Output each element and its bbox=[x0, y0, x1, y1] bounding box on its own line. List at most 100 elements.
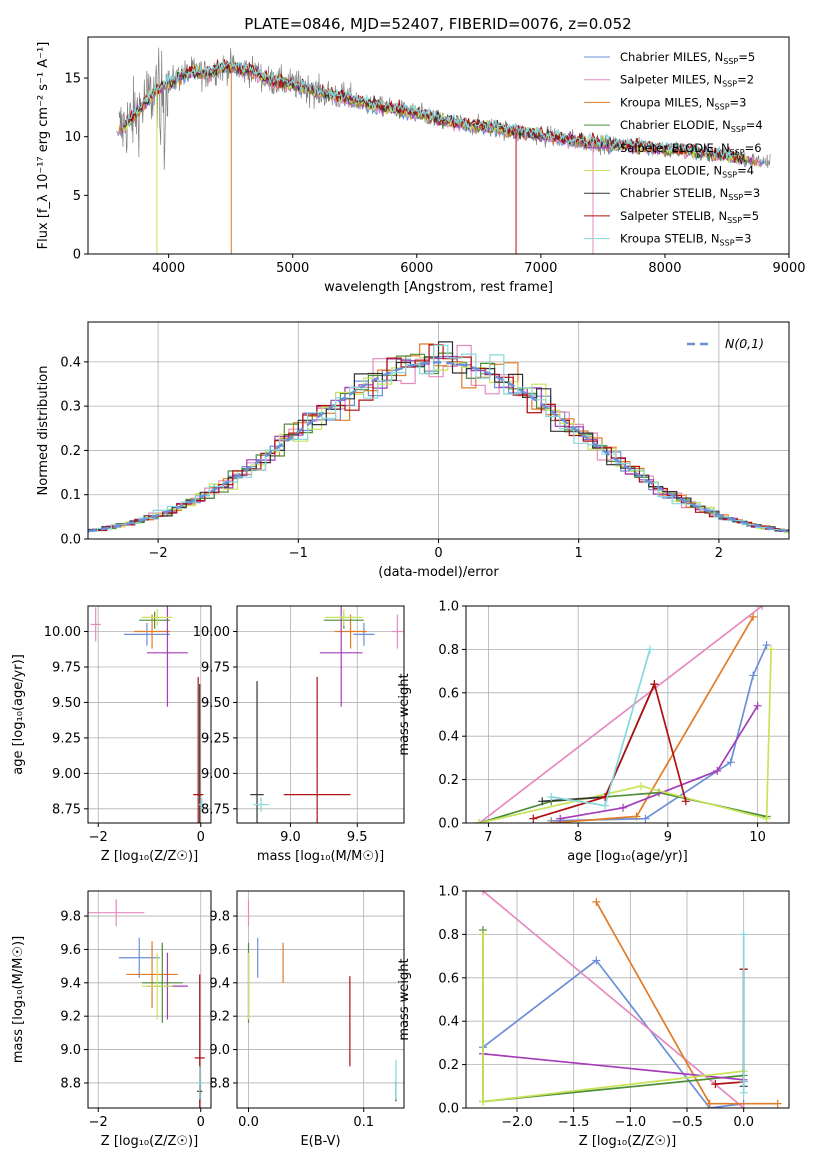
x-axis-label: (data-model)/error bbox=[378, 565, 499, 580]
y-tick-label: 0.3 bbox=[60, 400, 81, 415]
y-tick-label: 9.8 bbox=[209, 910, 230, 925]
weight-marker bbox=[636, 782, 645, 791]
legend-subscript: SSP bbox=[727, 216, 742, 225]
legend-label: N(0,1) bbox=[725, 336, 764, 351]
plot-area bbox=[475, 606, 776, 823]
legend-suffix: =5 bbox=[738, 50, 755, 64]
x-tick-label: −2.0 bbox=[501, 1115, 533, 1130]
x-axis-label: E(B-V) bbox=[300, 1134, 340, 1149]
y-tick-label: 10 bbox=[64, 130, 81, 145]
y-axis-label: Flux [f_λ 10⁻¹⁷ erg cm⁻² s⁻¹ A⁻¹] bbox=[36, 42, 51, 250]
weight-line bbox=[482, 891, 745, 1108]
weight-marker bbox=[529, 814, 538, 823]
chart-mass_vs_Z: −2 0 8.8 9.0 9.2 9.4 9.6 9.8 Z [log₁₀(Z/Z☉)] mass… bbox=[11, 890, 212, 1149]
y-tick-label: 8.8 bbox=[209, 1076, 230, 1091]
legend-suffix: =3 bbox=[743, 186, 760, 200]
weight-line bbox=[533, 681, 687, 820]
legend-suffix: =3 bbox=[730, 95, 747, 109]
chart-age_vs_Z: −2 0 8.75 9.00 9.25 9.50 9.75 10.00 Z [log₁₀(Z/Z… bbox=[11, 605, 212, 864]
weight-marker bbox=[739, 1104, 748, 1108]
chart-weight_vs_age: 7 8 9 10 0.0 0.2 0.4 0.6 0.8 1.0 age [log₁₀(age/yr… bbox=[397, 600, 790, 864]
x-tick-label: 0.1 bbox=[353, 1115, 374, 1130]
x-tick-label: 9.0 bbox=[280, 830, 301, 845]
legend-label: Chabrier STELIB, NSSP=3 bbox=[620, 186, 760, 202]
y-tick-label: 9.50 bbox=[52, 696, 81, 711]
x-tick-label: 7000 bbox=[524, 261, 557, 276]
weight-marker bbox=[739, 930, 748, 939]
weight-line bbox=[482, 959, 744, 1108]
y-tick-label: 5 bbox=[73, 189, 81, 204]
y-tick-label: 0.0 bbox=[438, 817, 459, 832]
y-axis-label: mass [log₁₀(M/M☉)] bbox=[11, 936, 26, 1063]
weight-marker bbox=[762, 814, 771, 823]
y-tick-label: 10.00 bbox=[193, 625, 230, 640]
x-tick-label: 4000 bbox=[152, 261, 185, 276]
x-tick-label: 0 bbox=[197, 830, 205, 845]
y-tick-label: 0.2 bbox=[438, 773, 459, 788]
y-tick-label: 9.00 bbox=[52, 767, 81, 782]
weight-line bbox=[551, 616, 754, 823]
y-tick-label: 0.4 bbox=[438, 730, 459, 745]
weight-marker bbox=[753, 701, 762, 710]
x-tick-label: 0.0 bbox=[238, 1115, 259, 1130]
y-tick-label: 9.00 bbox=[201, 767, 230, 782]
y-tick-label: 9.50 bbox=[201, 696, 230, 711]
x-tick-label: 2 bbox=[715, 546, 723, 561]
chart-mass_vs_ebv: 0.0 0.1 8.8 9.0 9.2 9.4 9.6 9.8 E(B-V) bbox=[209, 890, 405, 1149]
x-tick-label: −2 bbox=[89, 1115, 108, 1130]
y-tick-label: 9.0 bbox=[60, 1043, 81, 1058]
y-tick-label: 8.75 bbox=[52, 802, 81, 817]
x-tick-label: 5000 bbox=[276, 261, 309, 276]
weight-marker bbox=[650, 680, 659, 689]
x-tick-label: 7 bbox=[484, 830, 492, 845]
x-tick-label: 6000 bbox=[400, 261, 433, 276]
plot-area bbox=[247, 899, 397, 1102]
x-tick-label: 10 bbox=[749, 830, 766, 845]
x-tick-label: −1 bbox=[289, 546, 308, 561]
weight-marker bbox=[758, 606, 767, 610]
x-tick-label: 0 bbox=[197, 1115, 205, 1130]
x-tick-label: 8 bbox=[574, 830, 582, 845]
axes-frame bbox=[465, 605, 790, 824]
weight-marker bbox=[739, 1088, 748, 1097]
legend-subscript: SSP bbox=[722, 80, 737, 89]
x-tick-label: 9000 bbox=[772, 261, 805, 276]
y-tick-label: 9.2 bbox=[60, 1010, 81, 1025]
x-axis-label: age [log₁₀(age/yr)] bbox=[567, 849, 688, 864]
x-tick-label: 0.0 bbox=[733, 1115, 754, 1130]
residual-histogram bbox=[88, 344, 789, 533]
y-tick-label: 15 bbox=[64, 72, 81, 87]
y-tick-label: 9.2 bbox=[209, 1010, 230, 1025]
plot-area bbox=[90, 606, 205, 823]
weight-marker bbox=[632, 812, 641, 821]
y-tick-label: 8.8 bbox=[60, 1076, 81, 1091]
y-tick-label: 9.6 bbox=[60, 943, 81, 958]
y-tick-label: 1.0 bbox=[438, 600, 459, 615]
weight-marker bbox=[479, 1097, 487, 1106]
legend-subscript: SSP bbox=[715, 102, 730, 111]
weight-marker bbox=[592, 897, 601, 906]
y-tick-label: 9.25 bbox=[52, 731, 81, 746]
weight-marker bbox=[645, 645, 654, 654]
weight-marker bbox=[592, 956, 601, 965]
y-tick-label: 0.6 bbox=[438, 686, 459, 701]
legend-subscript: SSP bbox=[730, 148, 745, 157]
legend-subscript: SSP bbox=[722, 171, 737, 180]
axes-frame bbox=[236, 890, 405, 1109]
y-tick-label: 0.1 bbox=[60, 488, 81, 503]
y-tick-label: 9.75 bbox=[201, 660, 230, 675]
weight-marker bbox=[538, 797, 547, 806]
y-axis-label: mass weight bbox=[397, 673, 412, 755]
x-tick-label: −2 bbox=[89, 830, 108, 845]
x-tick-label: 9 bbox=[664, 830, 672, 845]
legend-label: Salpeter ELODIE, NSSP=6 bbox=[620, 141, 762, 157]
y-tick-label: 0.0 bbox=[438, 1102, 459, 1117]
legend-suffix: =4 bbox=[737, 164, 754, 178]
weight-marker bbox=[726, 758, 735, 767]
x-tick-label: 1 bbox=[575, 546, 583, 561]
x-axis-label: Z [log₁₀(Z/Z☉)] bbox=[579, 1134, 676, 1149]
residual-histogram bbox=[88, 343, 789, 532]
model-fit-line bbox=[126, 60, 740, 159]
y-tick-label: 0.8 bbox=[438, 928, 459, 943]
